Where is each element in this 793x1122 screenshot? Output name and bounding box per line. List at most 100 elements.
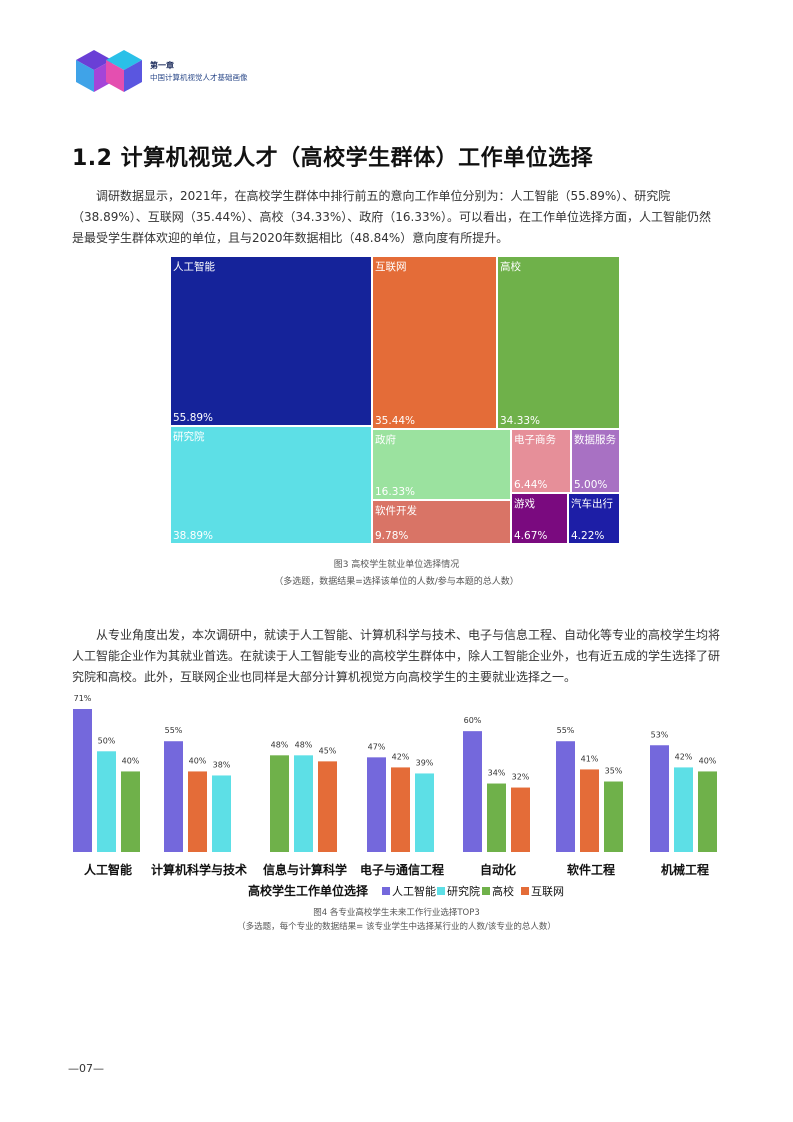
- treemap-value: 16.33%: [375, 486, 416, 498]
- bar-value-label: 55%: [165, 726, 183, 735]
- bar-value-label: 39%: [416, 758, 434, 767]
- treemap-label: 互联网: [375, 261, 407, 273]
- section-title: 1.2 计算机视觉人才（高校学生群体）工作单位选择: [72, 146, 594, 171]
- bar: [604, 781, 623, 852]
- bar-value-label: 55%: [557, 726, 575, 735]
- treemap-cell: 人工智能 55.89%: [170, 256, 372, 426]
- bar: [270, 755, 289, 852]
- bar-value-label: 45%: [319, 746, 337, 755]
- axis-title: 高校学生工作单位选择: [248, 883, 369, 898]
- figure4-note: （多选题，每个专业的数据结果= 该专业学生中选择某行业的人数/该专业的总人数）: [237, 922, 556, 932]
- bar-value-label: 47%: [368, 742, 386, 751]
- treemap-value: 34.33%: [500, 415, 541, 427]
- paragraph-1: 调研数据显示，2021年，在高校学生群体中排行前五的意向工作单位分别为：人工智能…: [72, 189, 712, 245]
- treemap-label: 数据服务: [574, 434, 616, 446]
- bar: [650, 745, 669, 852]
- bar-value-label: 34%: [488, 769, 506, 778]
- treemap-value: 4.22%: [571, 530, 605, 542]
- bar: [97, 751, 116, 852]
- bar: [415, 773, 434, 852]
- treemap-value: 5.00%: [574, 479, 608, 491]
- bar-value-label: 48%: [295, 740, 313, 749]
- chapter-subtitle: 中国计算机视觉人才基础画像: [150, 73, 248, 82]
- category-label: 软件工程: [567, 862, 615, 877]
- treemap-value: 35.44%: [375, 415, 416, 427]
- bar-value-label: 42%: [392, 752, 410, 761]
- treemap-cell: 游戏 4.67%: [511, 493, 568, 544]
- page-number: —07—: [68, 1062, 104, 1075]
- treemap-value: 55.89%: [173, 412, 214, 424]
- legend-swatch: [482, 887, 490, 895]
- legend-label: 互联网: [531, 885, 564, 898]
- bar: [367, 757, 386, 852]
- bar-value-label: 50%: [98, 736, 116, 745]
- bar: [698, 771, 717, 852]
- bar: [318, 761, 337, 852]
- treemap-cell: 互联网 35.44%: [372, 256, 497, 429]
- bar-value-label: 48%: [271, 740, 289, 749]
- treemap-label: 汽车出行: [571, 498, 613, 510]
- treemap-value: 6.44%: [514, 479, 548, 491]
- treemap-value: 38.89%: [173, 530, 214, 542]
- category-label: 自动化: [480, 862, 516, 877]
- bar-value-label: 35%: [605, 767, 623, 776]
- treemap-value: 4.67%: [514, 530, 548, 542]
- legend-label: 研究院: [447, 884, 480, 898]
- bar-value-label: 40%: [699, 756, 717, 765]
- bar-value-label: 71%: [74, 694, 92, 703]
- treemap-label: 人工智能: [173, 261, 215, 273]
- category-label: 机械工程: [661, 862, 709, 877]
- category-label: 计算机科学与技术: [151, 862, 247, 877]
- treemap-chart: 人工智能 55.89% 研究院 38.89% 互联网 35.44% 高校 34.…: [170, 256, 620, 544]
- bar: [212, 775, 231, 852]
- bar-value-label: 60%: [464, 716, 482, 725]
- treemap-cell: 政府 16.33%: [372, 429, 511, 500]
- bar: [164, 741, 183, 852]
- legend-swatch: [521, 887, 529, 895]
- chapter-label: 第一章: [150, 61, 174, 70]
- bar: [556, 741, 575, 852]
- bar-value-label: 42%: [675, 752, 693, 761]
- legend-label: 人工智能: [392, 884, 436, 898]
- figure3-note: （多选题，数据结果=选择该单位的人数/参与本题的总人数）: [274, 577, 519, 587]
- treemap-label: 研究院: [173, 431, 205, 443]
- bar-value-label: 40%: [189, 756, 207, 765]
- bar-value-label: 38%: [213, 760, 231, 769]
- bar: [674, 767, 693, 852]
- bar-value-label: 53%: [651, 730, 669, 739]
- legend-label: 高校: [492, 884, 514, 898]
- category-label: 电子与通信工程: [360, 862, 444, 877]
- bar-chart: 71% 50% 40% 人工智能 55% 40% 38% 计算机科学与技术 48% 48% 45% 信…: [73, 694, 717, 898]
- bar: [463, 731, 482, 852]
- paragraph-2: 从专业角度出发，本次调研中，就读于人工智能、计算机科学与技术、电子与信息工程、自…: [72, 628, 721, 684]
- treemap-label: 高校: [500, 261, 521, 273]
- bar: [391, 767, 410, 852]
- treemap-label: 政府: [375, 434, 396, 446]
- bar: [580, 769, 599, 852]
- treemap-cell: 电子商务 6.44%: [511, 429, 571, 493]
- bar: [121, 771, 140, 852]
- treemap-cell: 软件开发 9.78%: [372, 500, 511, 544]
- treemap-label: 软件开发: [375, 505, 417, 517]
- legend-swatch: [437, 887, 445, 895]
- bar: [73, 709, 92, 852]
- legend-swatch: [382, 887, 390, 895]
- bar-value-label: 41%: [581, 754, 599, 763]
- bar: [511, 787, 530, 852]
- category-label: 人工智能: [84, 862, 132, 877]
- bar-value-label: 32%: [512, 773, 530, 782]
- category-label: 信息与计算科学: [263, 862, 347, 877]
- bar: [487, 783, 506, 852]
- treemap-cell: 高校 34.33%: [497, 256, 620, 429]
- treemap-cell: 汽车出行 4.22%: [568, 493, 620, 544]
- bar: [294, 755, 313, 852]
- treemap-label: 游戏: [514, 498, 535, 510]
- treemap-label: 电子商务: [514, 434, 556, 446]
- treemap-cell: 数据服务 5.00%: [571, 429, 620, 493]
- treemap-cell: 研究院 38.89%: [170, 426, 372, 544]
- chapter-logo: [76, 50, 142, 92]
- figure4-caption: 图4 各专业高校学生未来工作行业选择TOP3: [313, 908, 480, 918]
- bar-value-label: 40%: [122, 756, 140, 765]
- figure3-caption: 图3 高校学生就业单位选择情况: [333, 560, 460, 570]
- bar: [188, 771, 207, 852]
